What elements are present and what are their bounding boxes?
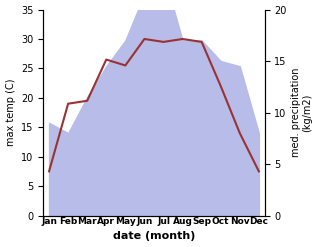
X-axis label: date (month): date (month) bbox=[113, 231, 195, 242]
Y-axis label: med. precipitation
(kg/m2): med. precipitation (kg/m2) bbox=[291, 68, 313, 157]
Y-axis label: max temp (C): max temp (C) bbox=[5, 79, 16, 146]
